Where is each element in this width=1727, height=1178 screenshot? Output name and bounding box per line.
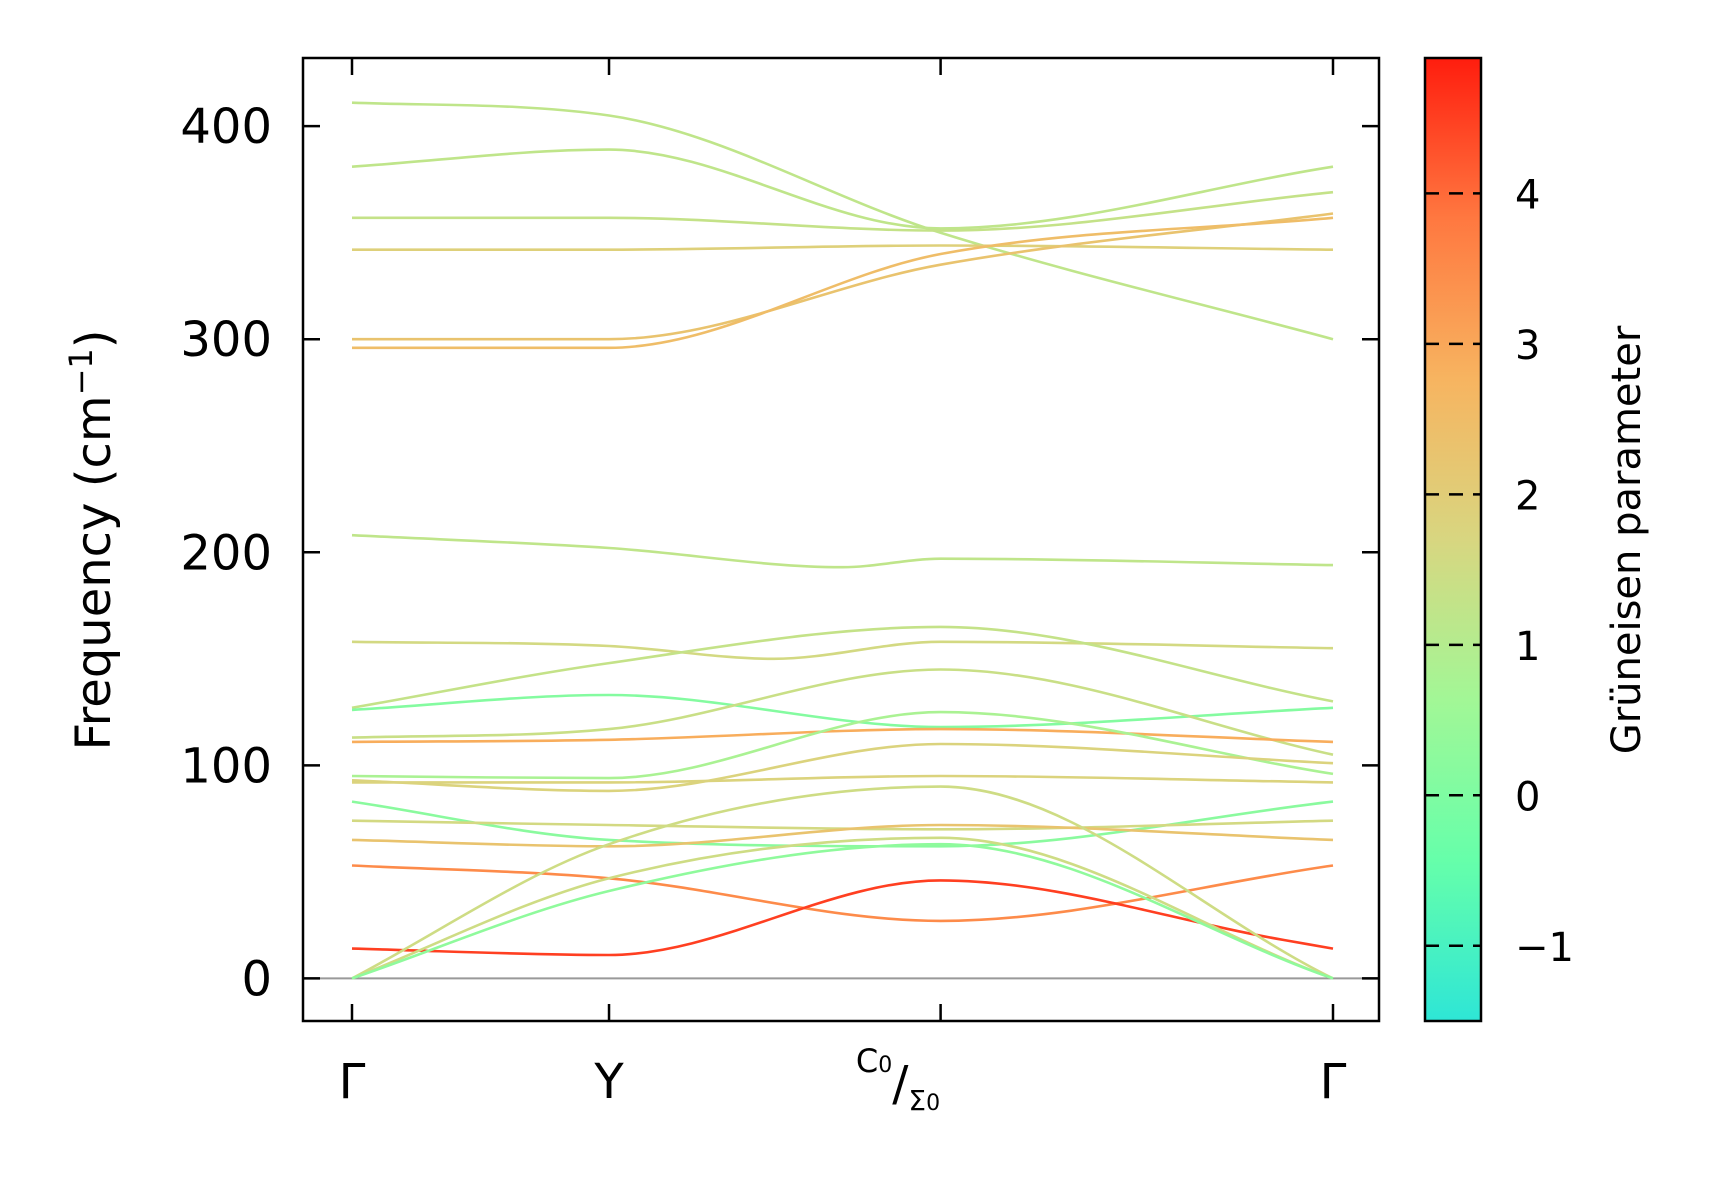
y-tick-label: 100	[180, 738, 272, 794]
y-tick-label: 400	[180, 99, 272, 155]
colorbar-tick-label: 1	[1515, 624, 1540, 670]
band-b14	[351, 742, 1334, 793]
y-tick-label: 0	[241, 951, 272, 1007]
band-b9	[351, 625, 1334, 710]
y-axis-label-main: Frequency (cm	[66, 395, 122, 750]
special-label-sub-main: 0	[878, 1053, 892, 1078]
band-b8	[351, 640, 1334, 661]
band-b11	[351, 668, 1334, 756]
plot-frame	[301, 56, 1381, 1023]
y-tick-label: 200	[180, 525, 272, 581]
colorbar-gradient	[1423, 56, 1483, 1023]
band-b2	[351, 148, 1334, 230]
band-b23	[351, 842, 1334, 980]
band-b7	[351, 533, 1334, 569]
colorbar-tick-label: 0	[1515, 774, 1540, 820]
band-b5	[351, 212, 1334, 341]
plot-area: 0 100 200 300 400 Γ Y Γ	[180, 56, 1381, 1110]
band-b6	[352, 216, 1334, 350]
x-tick-label: Y	[593, 1054, 624, 1110]
colorbar-label: Grüneisen parameter	[1604, 325, 1650, 754]
y-axis-label-close: )	[66, 329, 122, 348]
band-b12	[351, 727, 1334, 744]
x-tick-label: Γ	[339, 1054, 366, 1110]
band-b4	[351, 244, 1334, 252]
band-b1	[351, 101, 1334, 341]
band-b21	[351, 785, 1334, 980]
y-axis-label-sup: −1	[62, 348, 100, 395]
special-label-slash: /	[892, 1056, 909, 1112]
band-b20	[351, 879, 1334, 957]
colorbar-tick-label: 4	[1515, 172, 1540, 218]
band-b13	[351, 710, 1334, 780]
y-axis-label: Frequency (cm−1)	[62, 329, 122, 750]
x-special-label: C0/Σ0	[856, 1042, 940, 1117]
band-b10	[351, 693, 1334, 729]
band-b18	[351, 823, 1334, 848]
y-tick-label: 300	[180, 312, 272, 368]
band-b15	[352, 774, 1334, 784]
x-tick-label: Γ	[1320, 1054, 1347, 1110]
colorbar-tick-label: 2	[1515, 473, 1540, 519]
band-b3	[352, 190, 1334, 232]
special-label-sub-denom: 0	[926, 1091, 940, 1116]
band-b17	[351, 819, 1334, 831]
colorbar-tick-label: 3	[1515, 323, 1540, 369]
special-label-denom: Σ	[908, 1084, 926, 1117]
colorbar-tick-label: −1	[1515, 925, 1574, 971]
band-b22	[351, 836, 1334, 980]
special-label-main: C	[856, 1042, 878, 1080]
colorbar: −1 0 1 2 3 4 Grüneisen parameter	[1423, 56, 1650, 1023]
